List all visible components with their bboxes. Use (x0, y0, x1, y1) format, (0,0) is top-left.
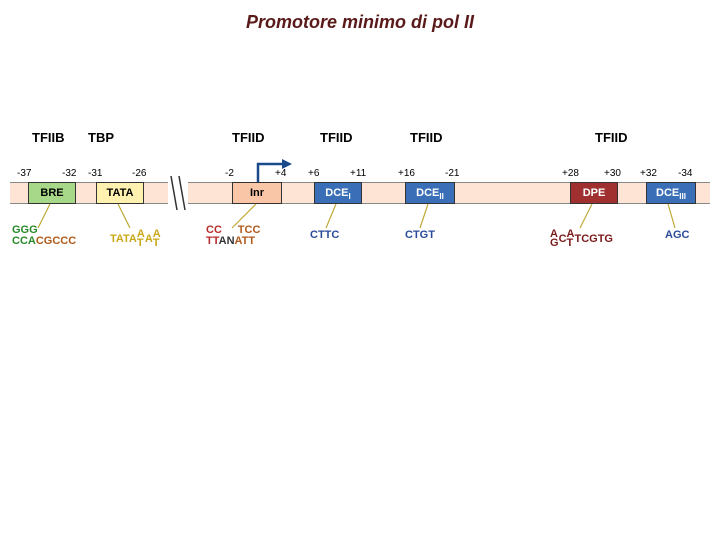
consensus-seq: AGCATTCGTG (550, 230, 613, 248)
element-box-dce: DCEI (314, 182, 362, 204)
consensus-seq: AGC (665, 230, 689, 241)
tf-label: TBP (88, 130, 114, 145)
position-label: -21 (445, 168, 459, 179)
consensus-seq: GGGCCACGCCC (12, 225, 76, 247)
tf-label: TFIID (595, 130, 628, 145)
position-label: -26 (132, 168, 146, 179)
position-label: +28 (562, 168, 579, 179)
position-label: -37 (17, 168, 31, 179)
position-label: -2 (225, 168, 234, 179)
consensus-seq: CTTC (310, 230, 339, 241)
track-break (168, 174, 188, 212)
tf-label: TFIID (410, 130, 443, 145)
element-box-dce: DCEIII (646, 182, 696, 204)
page-title: Promotore minimo di pol II (0, 0, 720, 33)
tf-label: TFIID (320, 130, 353, 145)
element-box-bre: BRE (28, 182, 76, 204)
consensus-seq: TATAATAAT (110, 230, 161, 248)
consensus-seq: CTGT (405, 230, 435, 241)
tf-label: TFIID (232, 130, 265, 145)
position-label: +30 (604, 168, 621, 179)
element-box-tata: TATA (96, 182, 144, 204)
element-box-dpe: DPE (570, 182, 618, 204)
consensus-seq: CCANTCCTTANATT (206, 225, 260, 247)
position-label: +6 (308, 168, 319, 179)
element-box-dce: DCEII (405, 182, 455, 204)
element-box-inr: Inr (232, 182, 282, 204)
position-label: -34 (678, 168, 692, 179)
tf-label: TFIIB (32, 130, 65, 145)
position-label: +16 (398, 168, 415, 179)
tss-arrow (254, 158, 294, 184)
position-label: -32 (62, 168, 76, 179)
position-label: -31 (88, 168, 102, 179)
position-label: +32 (640, 168, 657, 179)
position-label: +11 (350, 168, 366, 179)
